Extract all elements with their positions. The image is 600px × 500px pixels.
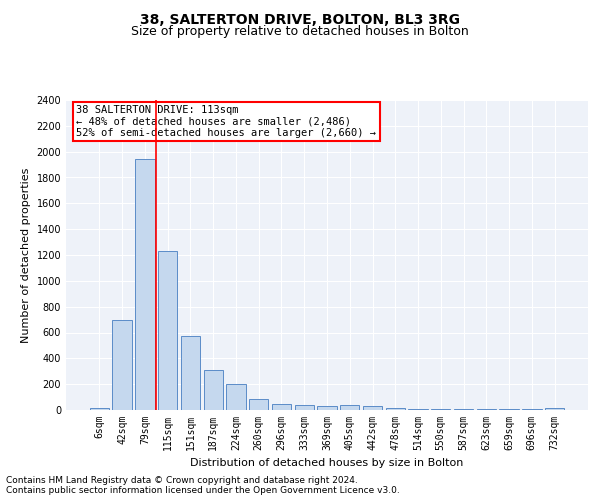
- Bar: [386, 408, 405, 410]
- Bar: [340, 406, 359, 410]
- Bar: [409, 409, 428, 410]
- Y-axis label: Number of detached properties: Number of detached properties: [21, 168, 31, 342]
- Text: Size of property relative to detached houses in Bolton: Size of property relative to detached ho…: [131, 25, 469, 38]
- Bar: [226, 384, 245, 410]
- Bar: [272, 404, 291, 410]
- Bar: [317, 406, 337, 410]
- Bar: [249, 399, 268, 410]
- Text: 38, SALTERTON DRIVE, BOLTON, BL3 3RG: 38, SALTERTON DRIVE, BOLTON, BL3 3RG: [140, 12, 460, 26]
- Bar: [158, 251, 178, 410]
- Bar: [112, 320, 132, 410]
- Text: Contains public sector information licensed under the Open Government Licence v3: Contains public sector information licen…: [6, 486, 400, 495]
- X-axis label: Distribution of detached houses by size in Bolton: Distribution of detached houses by size …: [190, 458, 464, 468]
- Bar: [90, 408, 109, 410]
- Bar: [545, 408, 564, 410]
- Bar: [181, 336, 200, 410]
- Bar: [135, 160, 155, 410]
- Text: Contains HM Land Registry data © Crown copyright and database right 2024.: Contains HM Land Registry data © Crown c…: [6, 476, 358, 485]
- Bar: [363, 406, 382, 410]
- Bar: [203, 370, 223, 410]
- Text: 38 SALTERTON DRIVE: 113sqm
← 48% of detached houses are smaller (2,486)
52% of s: 38 SALTERTON DRIVE: 113sqm ← 48% of deta…: [76, 104, 376, 138]
- Bar: [295, 406, 314, 410]
